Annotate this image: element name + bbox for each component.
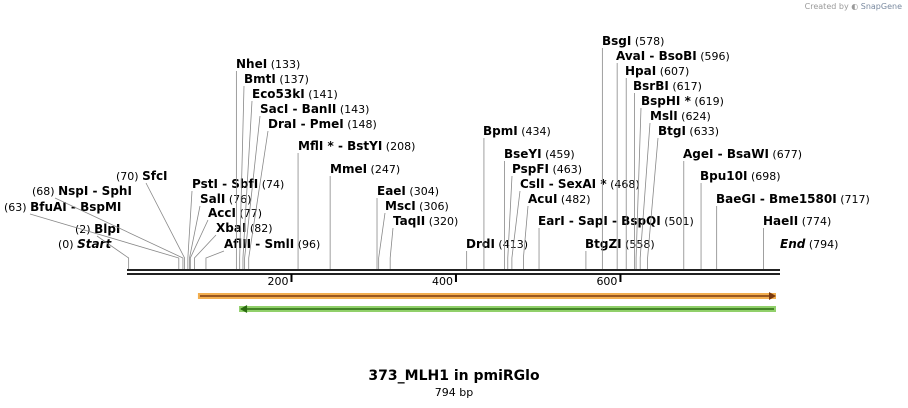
site-connector-1 — [96, 235, 130, 269]
site-label-12[interactable]: Eco53kI (141) — [252, 87, 338, 101]
credit-prefix: Created by — [804, 2, 849, 11]
snapgene-logo-icon: ◐ — [851, 2, 859, 11]
site-connector-18 — [378, 212, 386, 269]
site-label-25[interactable]: AcuI (482) — [528, 192, 591, 206]
site-connector-5 — [187, 190, 193, 269]
site-label-20[interactable]: DrdI (413) — [466, 237, 528, 251]
site-label-18[interactable]: MscI (306) — [385, 199, 449, 213]
site-label-36[interactable]: Bpu10I (698) — [700, 169, 781, 183]
site-connector-2 — [29, 213, 180, 269]
feature-arrow-forward — [769, 292, 776, 300]
site-label-19[interactable]: TaqII (320) — [393, 214, 458, 228]
site-label-38[interactable]: HaeII (774) — [763, 214, 831, 228]
site-label-9[interactable]: AflII - SmlI (96) — [224, 237, 320, 251]
site-label-2[interactable]: (63) BfuAI - BspMI — [4, 200, 121, 214]
site-label-13[interactable]: SacI - BanII (143) — [260, 102, 369, 116]
site-connector-9 — [205, 250, 225, 269]
site-label-6[interactable]: SalI (76) — [200, 192, 251, 206]
site-connector-32 — [635, 107, 642, 269]
site-label-33[interactable]: MslI (624) — [650, 109, 711, 123]
site-connector-7 — [189, 219, 209, 269]
site-connector-12 — [242, 100, 253, 269]
site-label-24[interactable]: CslI - SexAI * (468) — [520, 177, 640, 191]
site-label-15[interactable]: MflI * - BstYI (208) — [298, 139, 415, 153]
site-label-37[interactable]: BaeGI - Bme1580I (717) — [716, 192, 870, 206]
credit-brand: SnapGene — [860, 2, 902, 11]
site-connector-13 — [244, 115, 261, 269]
site-label-21[interactable]: BpmI (434) — [483, 124, 551, 138]
site-connector-3 — [54, 197, 184, 269]
site-label-27[interactable]: BtgZI (558) — [585, 237, 655, 251]
site-label-35[interactable]: AgeI - BsaWI (677) — [683, 147, 802, 161]
site-connector-6 — [189, 205, 201, 269]
site-label-22[interactable]: BseYI (459) — [504, 147, 575, 161]
site-connector-34 — [647, 137, 659, 269]
site-connector-19 — [389, 227, 394, 269]
ruler-label-400: 400 — [432, 275, 453, 288]
site-connector-11 — [239, 85, 245, 269]
site-label-3[interactable]: (68) NspI - SphI — [32, 184, 132, 198]
site-label-28[interactable]: BsgI (578) — [602, 34, 664, 48]
site-label-29[interactable]: AvaI - BsoBI (596) — [616, 49, 730, 63]
site-connector-14 — [248, 130, 269, 269]
site-connector-8 — [194, 234, 217, 269]
site-label-16[interactable]: MmeI (247) — [330, 162, 400, 176]
site-label-17[interactable]: EaeI (304) — [377, 184, 439, 198]
ruler-label-600: 600 — [596, 275, 617, 288]
site-connector-24 — [511, 190, 521, 269]
site-label-7[interactable]: AccI (77) — [208, 206, 262, 220]
site-connector-4 — [145, 182, 185, 269]
site-label-26[interactable]: EarI - SapI - BspQI (501) — [538, 214, 694, 228]
site-label-10[interactable]: NheI (133) — [236, 57, 300, 71]
site-connector-33 — [639, 122, 651, 269]
site-label-31[interactable]: BsrBI (617) — [633, 79, 702, 93]
site-label-39[interactable]: End (794) — [780, 237, 838, 251]
snapgene-credit: Created by ◐ SnapGene — [805, 2, 902, 11]
site-label-5[interactable]: PstI - SbfI (74) — [192, 177, 284, 191]
map-title: 373_MLH1 in pmiRGlo — [368, 368, 540, 384]
site-label-30[interactable]: HpaI (607) — [625, 64, 689, 78]
site-label-23[interactable]: PspFI (463) — [512, 162, 582, 176]
sequence-size: 794 bp — [434, 386, 474, 399]
site-label-34[interactable]: BtgI (633) — [658, 124, 719, 138]
feature-arrow-reverse — [240, 305, 248, 313]
site-label-11[interactable]: BmtI (137) — [244, 72, 309, 86]
site-label-14[interactable]: DraI - PmeI (148) — [268, 117, 377, 131]
ruler-label-200: 200 — [267, 275, 288, 288]
site-label-32[interactable]: BspHI * (619) — [641, 94, 724, 108]
site-label-0[interactable]: (0) Start — [58, 237, 112, 251]
site-label-4[interactable]: (70) SfcI — [116, 169, 168, 183]
site-connector-25 — [523, 205, 529, 269]
site-connector-23 — [507, 175, 513, 269]
